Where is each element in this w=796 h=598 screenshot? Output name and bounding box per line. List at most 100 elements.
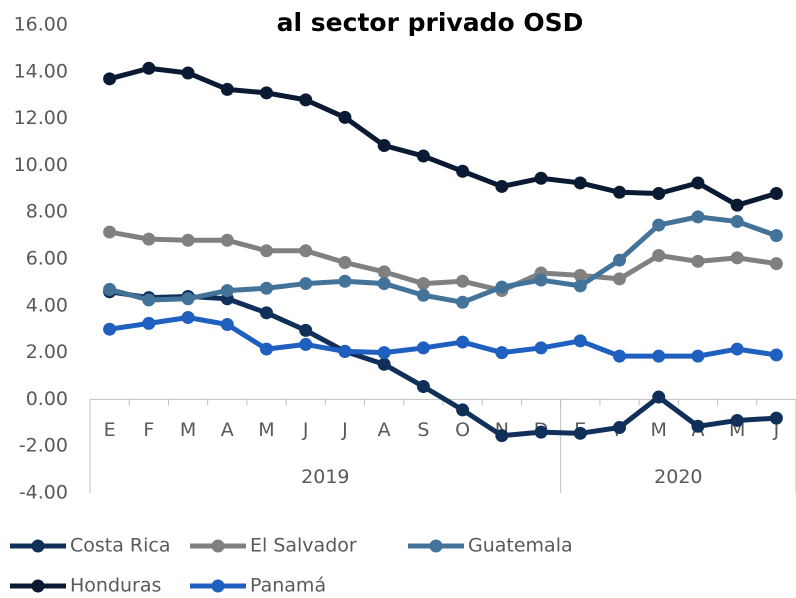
y-tick-label: 14.00 [14,60,68,82]
data-point [220,318,234,332]
x-group-label: 2020 [654,466,702,488]
data-point [220,284,234,298]
data-point [260,281,273,295]
data-point [377,139,391,153]
y-tick-label: 10.00 [14,154,68,176]
data-point [534,341,548,355]
data-point [652,349,666,363]
data-point [260,306,273,320]
y-tick-label: -4.00 [19,482,68,504]
data-point [456,295,470,309]
legend-label: Honduras [70,575,161,597]
data-point [416,149,430,163]
y-tick-label: -2.00 [19,435,68,457]
data-point [103,282,117,296]
data-point [220,82,234,96]
x-tick-label: J [773,419,780,441]
data-point [299,277,313,291]
data-point [456,164,470,178]
data-point [456,335,470,349]
data-point [103,72,117,86]
data-point [534,273,548,287]
data-point [416,288,430,302]
data-point [691,349,705,363]
data-point [142,316,156,330]
data-point [691,254,705,268]
data-point [260,244,273,258]
data-point [299,93,313,107]
data-point [377,265,391,279]
data-point [613,272,626,286]
y-tick-label: 4.00 [26,294,68,316]
data-point [338,274,352,288]
y-tick-label: 12.00 [14,107,68,129]
legend-label: El Salvador [250,535,357,557]
legend-marker [211,579,225,593]
data-point [573,279,587,293]
data-point [573,426,587,440]
data-point [534,425,548,439]
x-tick-label: M [258,419,274,441]
data-point [103,225,117,239]
data-point [730,251,744,265]
data-point [534,171,548,185]
data-point [377,346,391,360]
series-line [109,229,777,294]
legend-marker [429,539,443,553]
legend-marker [211,539,225,553]
data-point [573,176,587,190]
data-point [142,293,156,307]
data-point [377,357,391,371]
data-point [416,277,430,291]
data-point [730,215,744,229]
legend-label: Guatemala [468,535,573,557]
data-point [260,342,273,356]
data-point [613,185,626,199]
x-tick-label: E [104,419,116,441]
data-point [299,337,313,351]
y-tick-label: 2.00 [26,341,68,363]
y-tick-label: 0.00 [26,388,68,410]
x-group-label: 2019 [301,466,349,488]
data-point [142,61,156,75]
data-point [456,403,470,417]
data-point [299,244,313,258]
data-point [338,344,352,358]
legend-marker [31,579,45,593]
data-point [691,419,705,433]
data-point [495,280,509,294]
data-point [730,413,744,427]
data-point [769,411,783,425]
legend-label: Costa Rica [70,535,171,557]
data-point [769,257,783,271]
series-line [109,315,777,359]
data-point [691,176,705,190]
data-point [260,86,273,100]
data-point [181,311,195,324]
chart-title: al sector privado OSD [277,8,584,37]
data-point [220,233,234,247]
x-tick-label: M [180,419,196,441]
y-tick-label: 16.00 [14,14,68,36]
y-tick-label: 8.00 [26,201,68,223]
data-point [652,218,666,232]
data-point [652,390,666,404]
x-tick-label: A [221,419,234,441]
data-point [103,322,117,336]
data-point [769,229,783,243]
series-line [108,214,778,305]
x-tick-label: M [651,419,667,441]
x-tick-label: A [378,419,391,441]
data-point [456,274,470,288]
data-point [181,66,195,80]
data-point [495,429,509,443]
x-tick-label: O [455,419,470,441]
data-point [142,232,156,246]
x-tick-label: J [302,419,309,441]
data-point [338,110,352,124]
data-point [495,346,509,360]
data-point [613,349,626,363]
data-point [416,380,430,394]
data-point [613,253,626,267]
